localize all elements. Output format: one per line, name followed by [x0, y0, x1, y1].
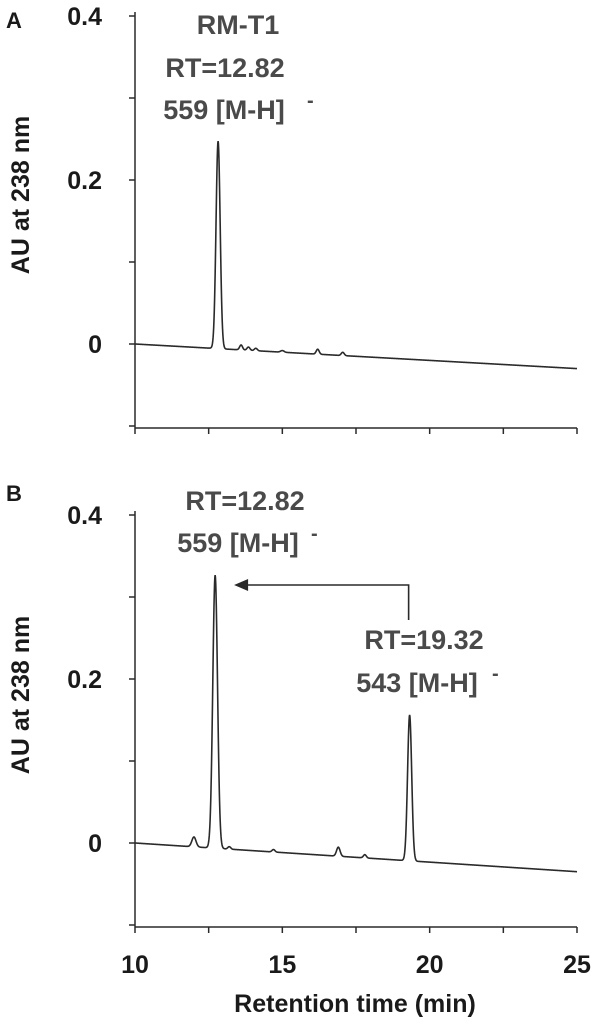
panel-letter-b: B — [6, 481, 22, 506]
peak-label-mass-b2: 543 [M-H] — [356, 668, 478, 698]
peak-label-mass-b1: 559 [M-H] — [177, 528, 299, 558]
axes-b — [134, 511, 578, 933]
peak-label-rt-b1: RT=12.82 — [185, 486, 304, 516]
x-tick-label: 15 — [268, 951, 296, 979]
panel-letter-a: A — [6, 8, 22, 33]
x-tick-label: 10 — [121, 951, 149, 979]
peak-label-mass-a: 559 [M-H] — [163, 95, 285, 125]
y-axis-label-a: AU at 238 nm — [7, 116, 35, 274]
peak-label-mass-sup-b2: - — [492, 663, 499, 685]
chromatogram-trace-b — [134, 575, 578, 873]
x-axis-label: Retention time (min) — [234, 990, 476, 1018]
axes-a — [134, 12, 578, 434]
y-tick-label-a: 0 — [88, 331, 102, 359]
y-tick-label-a: 0.4 — [67, 3, 102, 31]
peak-label-compound-a: RM-T1 — [197, 10, 280, 40]
y-tick-label-a: 0.2 — [67, 167, 102, 195]
peak-label-mass-sup-b1: - — [311, 523, 318, 545]
x-tick-label: 20 — [416, 951, 444, 979]
y-tick-label-b: 0 — [88, 830, 102, 858]
y-axis-label-b: AU at 238 nm — [7, 616, 35, 774]
peak-label-rt-a: RT=12.82 — [165, 53, 284, 83]
conversion-arrow — [246, 584, 410, 620]
peak-label-rt-b2: RT=19.32 — [364, 625, 483, 655]
chromatogram-trace-a — [134, 141, 578, 370]
panel-b: B AU at 238 nm 0 0.2 0.4 RT=12.82 559 [M-H… — [6, 481, 578, 933]
y-ticks-a: 0 0.2 0.4 — [67, 3, 135, 427]
x-tick-label: 25 — [563, 951, 591, 979]
panel-a: A AU at 238 nm 0 0.2 0.4 RM-T1 RT=12.82 55… — [6, 3, 578, 434]
y-tick-label-b: 0.2 — [67, 666, 102, 694]
x-tick-labels: 10 15 20 25 — [121, 951, 591, 979]
conversion-arrowhead — [234, 579, 249, 591]
y-ticks-b: 0 0.2 0.4 — [67, 502, 135, 926]
peak-label-mass-sup-a: - — [307, 90, 314, 112]
y-tick-label-b: 0.4 — [67, 502, 102, 530]
